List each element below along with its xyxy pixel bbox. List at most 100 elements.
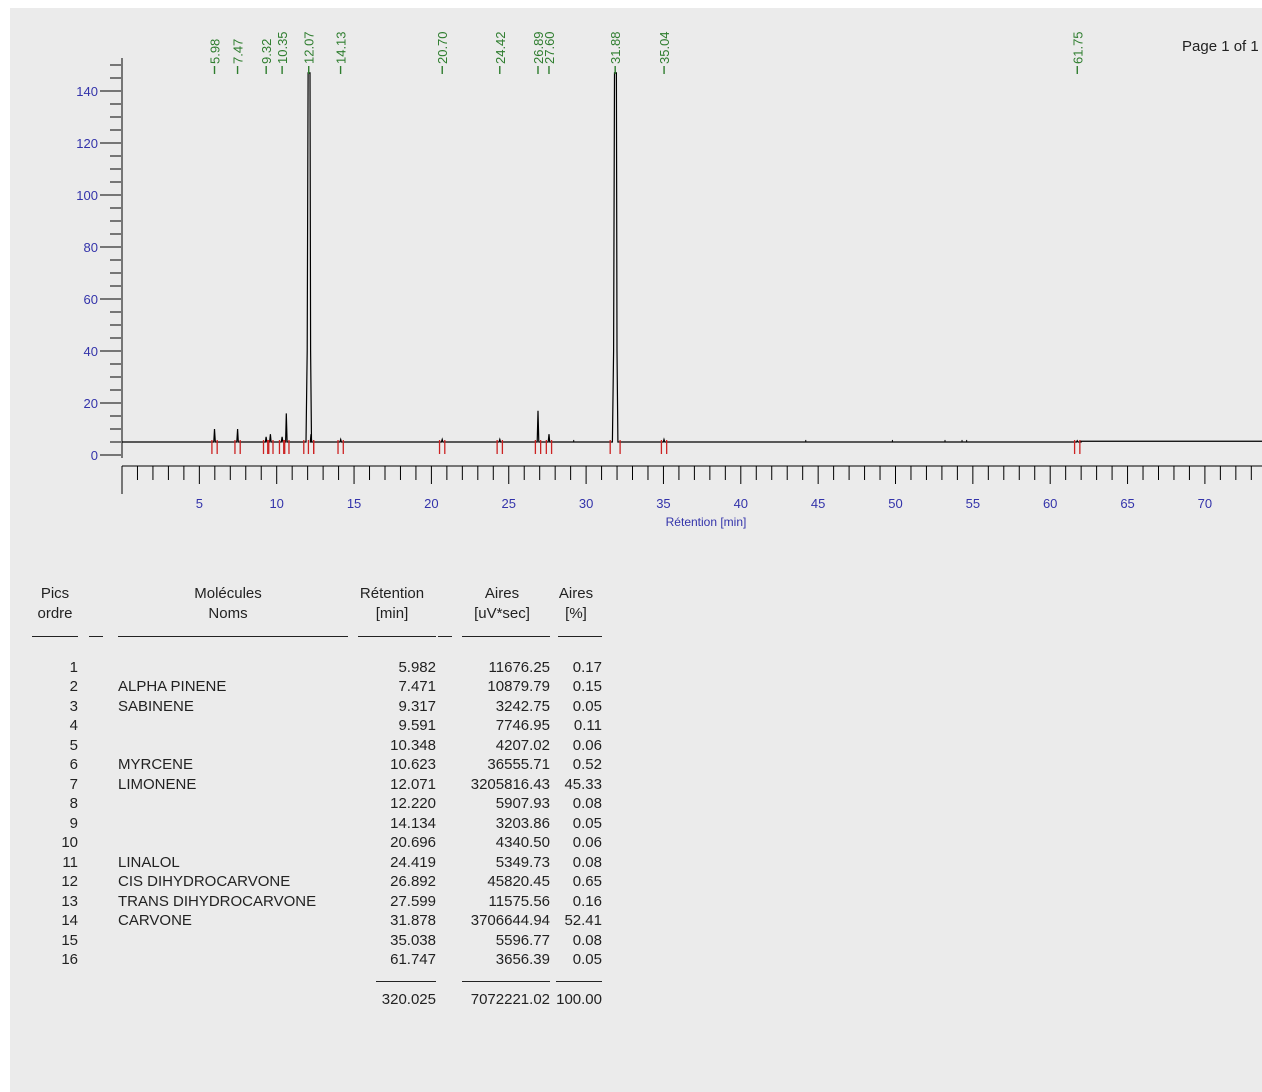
peak-area-pct: 0.06 [572, 736, 602, 754]
peak-label: 9.32 [259, 39, 274, 64]
peak-number: 14 [61, 912, 78, 929]
header-retention-line2: [min] [375, 605, 409, 622]
peak-area: 5596.77 [495, 931, 550, 949]
peak-area-pct: 0.05 [572, 814, 602, 832]
molecule-name [114, 814, 338, 834]
peak-label: 61.75 [1070, 31, 1085, 64]
table-row: 11 LINALOL 24.419 5349.73 0.08 [32, 853, 602, 873]
table-header-row: Pics ordre Molécules Noms Rétention [min] A… [32, 584, 602, 624]
retention-time: 12.071 [390, 775, 436, 793]
page-indicator: Page 1 of 1 [1182, 38, 1259, 55]
total-area-pct: 100.00 [556, 990, 602, 1008]
header-area-line2: [uV*sec] [474, 605, 530, 622]
retention-time: 24.419 [390, 853, 436, 871]
molecule-name: LIMONENE [118, 775, 197, 793]
peak-label: 10.35 [275, 31, 290, 64]
peak-area-pct: 0.05 [572, 697, 602, 715]
molecule-name: ALPHA PINENE [118, 678, 227, 695]
peak-area-pct: 0.52 [572, 756, 602, 773]
molecule-name [114, 950, 338, 970]
peak-area-pct: 0.08 [572, 931, 602, 949]
header-molecule-line2: Noms [208, 605, 248, 622]
table-row: 14 CARVONE 31.878 3706644.94 52.41 [32, 911, 602, 931]
table-row: 12 CIS DIHYDROCARVONE 26.892 45820.45 0.65 [32, 872, 602, 892]
peak-area: 3205816.43 [470, 775, 550, 793]
total-area: 7072221.02 [470, 990, 550, 1008]
molecule-name [114, 736, 338, 756]
table-row: 7 LIMONENE 12.071 3205816.43 45.33 [32, 775, 602, 795]
x-tick-label: 15 [347, 496, 361, 511]
chromatogram-chart: 0 20 40 60 80 100 120 140 5 10 15 20 25 30 35 40 45 50 55 6… [76, 31, 1262, 529]
table-row: 1 5.982 11676.25 0.17 [32, 658, 602, 678]
x-tick-label: 10 [269, 496, 283, 511]
peak-area: 4207.02 [495, 736, 550, 754]
peak-area: 3242.75 [495, 697, 550, 715]
peak-label: 26.89 [531, 31, 546, 64]
table-row: 16 61.747 3656.39 0.05 [32, 950, 602, 970]
table-row: 10 20.696 4340.50 0.06 [32, 833, 602, 853]
header-area-line1: Aires [484, 585, 520, 602]
retention-time: 20.696 [390, 834, 436, 851]
peak-area: 11676.25 [488, 658, 550, 676]
retention-time: 9.317 [398, 697, 436, 715]
x-tick-label: 65 [1120, 496, 1134, 511]
x-tick-label: 30 [579, 496, 593, 511]
y-tick-label: 0 [91, 448, 98, 463]
y-tick-label: 40 [84, 344, 98, 359]
molecule-name: TRANS DIHYDROCARVONE [118, 892, 317, 910]
retention-time: 27.599 [390, 892, 436, 910]
peak-area: 10879.79 [487, 678, 550, 695]
peak-area-pct: 45.33 [564, 775, 602, 793]
retention-time: 5.982 [398, 658, 436, 676]
total-row: 320.025 7072221.02 100.00 [32, 988, 602, 1012]
peak-area: 11575.56 [488, 892, 550, 910]
x-tick-label: 50 [888, 496, 902, 511]
table-row: 13 TRANS DIHYDROCARVONE 27.599 11575.56 0.16 [32, 892, 602, 912]
peak-label: 14.13 [334, 31, 349, 64]
peak-label: 35.04 [657, 31, 672, 64]
y-tick-label: 120 [76, 136, 98, 151]
x-tick-label: 70 [1198, 496, 1212, 511]
retention-time: 61.747 [390, 951, 436, 968]
peak-number: 11 [62, 853, 78, 871]
header-peak-order-line1: Pics [40, 585, 70, 602]
x-tick-label: 25 [502, 496, 516, 511]
retention-time: 10.348 [390, 736, 436, 754]
molecule-name: CARVONE [118, 912, 192, 929]
y-tick-label: 140 [76, 84, 98, 99]
header-molecule-line1: Molécules [194, 585, 262, 602]
table-row: 3 SABINENE 9.317 3242.75 0.05 [32, 697, 602, 717]
peak-area: 3656.39 [495, 951, 550, 968]
y-tick-label: 20 [84, 396, 98, 411]
table-row: 4 9.591 7746.95 0.11 [32, 716, 602, 736]
table-row: 15 35.038 5596.77 0.08 [32, 931, 602, 951]
peak-area-pct: 0.65 [572, 873, 602, 890]
retention-time: 9.591 [398, 717, 436, 734]
molecule-name [114, 833, 338, 853]
peak-label: 7.47 [231, 39, 246, 64]
peak-number: 2 [69, 678, 78, 695]
header-peak-order-line2: ordre [37, 605, 73, 622]
peak-number: 6 [69, 756, 78, 773]
x-tick-label: 45 [811, 496, 825, 511]
peak-number: 12 [61, 873, 78, 890]
y-tick-label: 100 [76, 188, 98, 203]
y-tick-label: 80 [84, 240, 98, 255]
chromatogram-trace [122, 72, 1262, 443]
peak-area-pct: 0.08 [572, 795, 602, 812]
x-axis-label: Rétention [min] [666, 515, 747, 529]
peak-number: 7 [69, 775, 78, 793]
molecule-name: LINALOL [118, 853, 180, 871]
peak-number: 16 [61, 951, 78, 968]
table-row: 2 ALPHA PINENE 7.471 10879.79 0.15 [32, 677, 602, 697]
molecule-name [114, 716, 338, 736]
molecule-name [114, 658, 338, 678]
peak-number: 8 [69, 795, 78, 812]
peak-area-pct: 0.08 [572, 853, 602, 871]
x-tick-label: 20 [424, 496, 438, 511]
peak-area-pct: 0.15 [572, 678, 602, 695]
header-area-pct-line2: [%] [565, 605, 587, 622]
molecule-name: MYRCENE [118, 756, 194, 773]
peak-area-pct: 0.11 [573, 717, 602, 734]
peak-label: 27.60 [542, 31, 557, 64]
